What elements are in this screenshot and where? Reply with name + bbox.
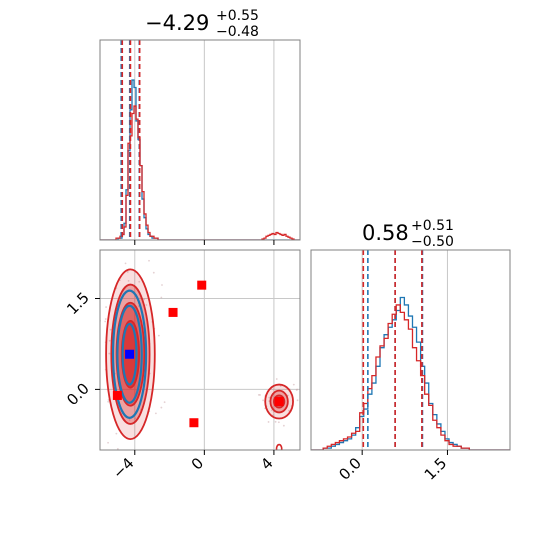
- scatter-point: [138, 280, 141, 283]
- scatter-point: [161, 284, 163, 286]
- red-marker-0: [197, 280, 207, 290]
- contour-xtick-label-2: 4: [257, 454, 276, 473]
- hist-right-xtick-label-1: 1.5: [421, 454, 451, 484]
- scatter-point: [157, 334, 160, 337]
- scatter-point: [107, 400, 110, 403]
- scatter-point: [154, 412, 157, 415]
- scatter-point: [134, 417, 137, 420]
- scatter-point: [267, 421, 270, 423]
- scatter-point: [107, 441, 109, 444]
- contour-ytick-label-1: 1.5: [63, 289, 93, 319]
- hist-right-ticks: 0.0 1.5: [335, 450, 450, 484]
- scatter-point: [105, 306, 107, 308]
- scatter-point: [292, 383, 295, 386]
- contour-xtick-label-1: 0: [188, 454, 207, 473]
- hist-right-series-1: [311, 304, 510, 450]
- hist-right-title-plus: +0.51: [411, 218, 454, 234]
- scatter-point: [124, 262, 127, 265]
- blue-marker-0: [125, 349, 135, 359]
- scatter-point: [116, 447, 119, 450]
- scatter-point: [127, 279, 130, 282]
- scatter-point: [153, 453, 155, 455]
- scatter-point: [131, 458, 133, 460]
- scatter-point: [163, 401, 166, 404]
- hist-top-ticks: [134, 240, 275, 245]
- contour-ytick-label-0: 0.0: [63, 379, 93, 409]
- scatter-point: [109, 328, 112, 331]
- scatter-point: [160, 406, 163, 409]
- scatter-point: [126, 271, 129, 273]
- scatter-point: [97, 381, 99, 383]
- hist-panel-top: −4.29 +0.55 −0.48: [99, 8, 301, 245]
- scatter-point: [270, 409, 273, 412]
- scatter-point: [274, 420, 277, 423]
- scatter-point: [268, 396, 271, 399]
- hist-top-series-0: [100, 79, 300, 240]
- scatter-point: [152, 271, 155, 274]
- hist-top-series-1: [100, 105, 300, 240]
- red-marker-4: [274, 397, 284, 407]
- scatter-point: [111, 246, 113, 248]
- scatter-point: [94, 390, 96, 392]
- scatter-point: [128, 419, 131, 421]
- red-marker-2: [189, 418, 199, 428]
- scatter-point: [282, 424, 285, 427]
- contour-plot-area: [94, 242, 299, 460]
- hist-top-plot-area: [100, 40, 300, 240]
- scatter-point: [277, 421, 280, 424]
- scatter-point: [272, 414, 275, 416]
- red-marker-3: [112, 390, 122, 400]
- scatter-point: [296, 399, 299, 402]
- hist-top-grid: [134, 40, 275, 240]
- contour-xtick-label-0: −4: [109, 454, 137, 482]
- scatter-point: [160, 296, 163, 299]
- hist-right-background: [311, 250, 510, 450]
- hist-right-plot-area: [311, 250, 510, 450]
- scatter-point: [296, 388, 299, 391]
- scatter-point: [262, 399, 265, 402]
- hist-panel-right: 0.0 1.5 0.58 +0.51 −0.50: [310, 218, 511, 484]
- scatter-point: [275, 378, 278, 380]
- hist-top-title-minus: −0.48: [216, 24, 259, 40]
- hist-right-title-value: 0.58: [362, 221, 409, 245]
- scatter-point: [104, 320, 107, 323]
- scatter-point: [117, 456, 119, 458]
- scatter-point: [288, 409, 290, 412]
- contour-level-1-2: [111, 289, 148, 419]
- scatter-point: [104, 318, 107, 320]
- scatter-point: [108, 339, 111, 342]
- hist-top-title-value: −4.29: [145, 11, 209, 35]
- hist-top-title-plus: +0.55: [216, 8, 259, 24]
- red-marker-1: [168, 307, 178, 317]
- scatter-point: [108, 352, 111, 355]
- hist-right-xtick-label-0: 0.0: [335, 454, 365, 484]
- hist-top-background: [100, 40, 300, 240]
- contour-level-1-0: [121, 322, 138, 386]
- hist-right-frame: [310, 249, 511, 451]
- scatter-point: [148, 259, 150, 262]
- contour-frame: [99, 249, 301, 451]
- scatter-point: [257, 393, 260, 396]
- contour-panel: −4 0 4 0.0 1.5: [63, 242, 301, 482]
- scatter-point: [115, 432, 118, 435]
- scatter-point: [122, 242, 124, 244]
- contour-small: [275, 443, 283, 450]
- scatter-point: [95, 384, 97, 386]
- contour-level-1-1: [116, 304, 143, 404]
- scatter-point: [145, 304, 148, 306]
- scatter-point: [143, 298, 146, 301]
- hist-right-title-minus: −0.50: [411, 234, 454, 250]
- hist-top-frame: [99, 39, 301, 241]
